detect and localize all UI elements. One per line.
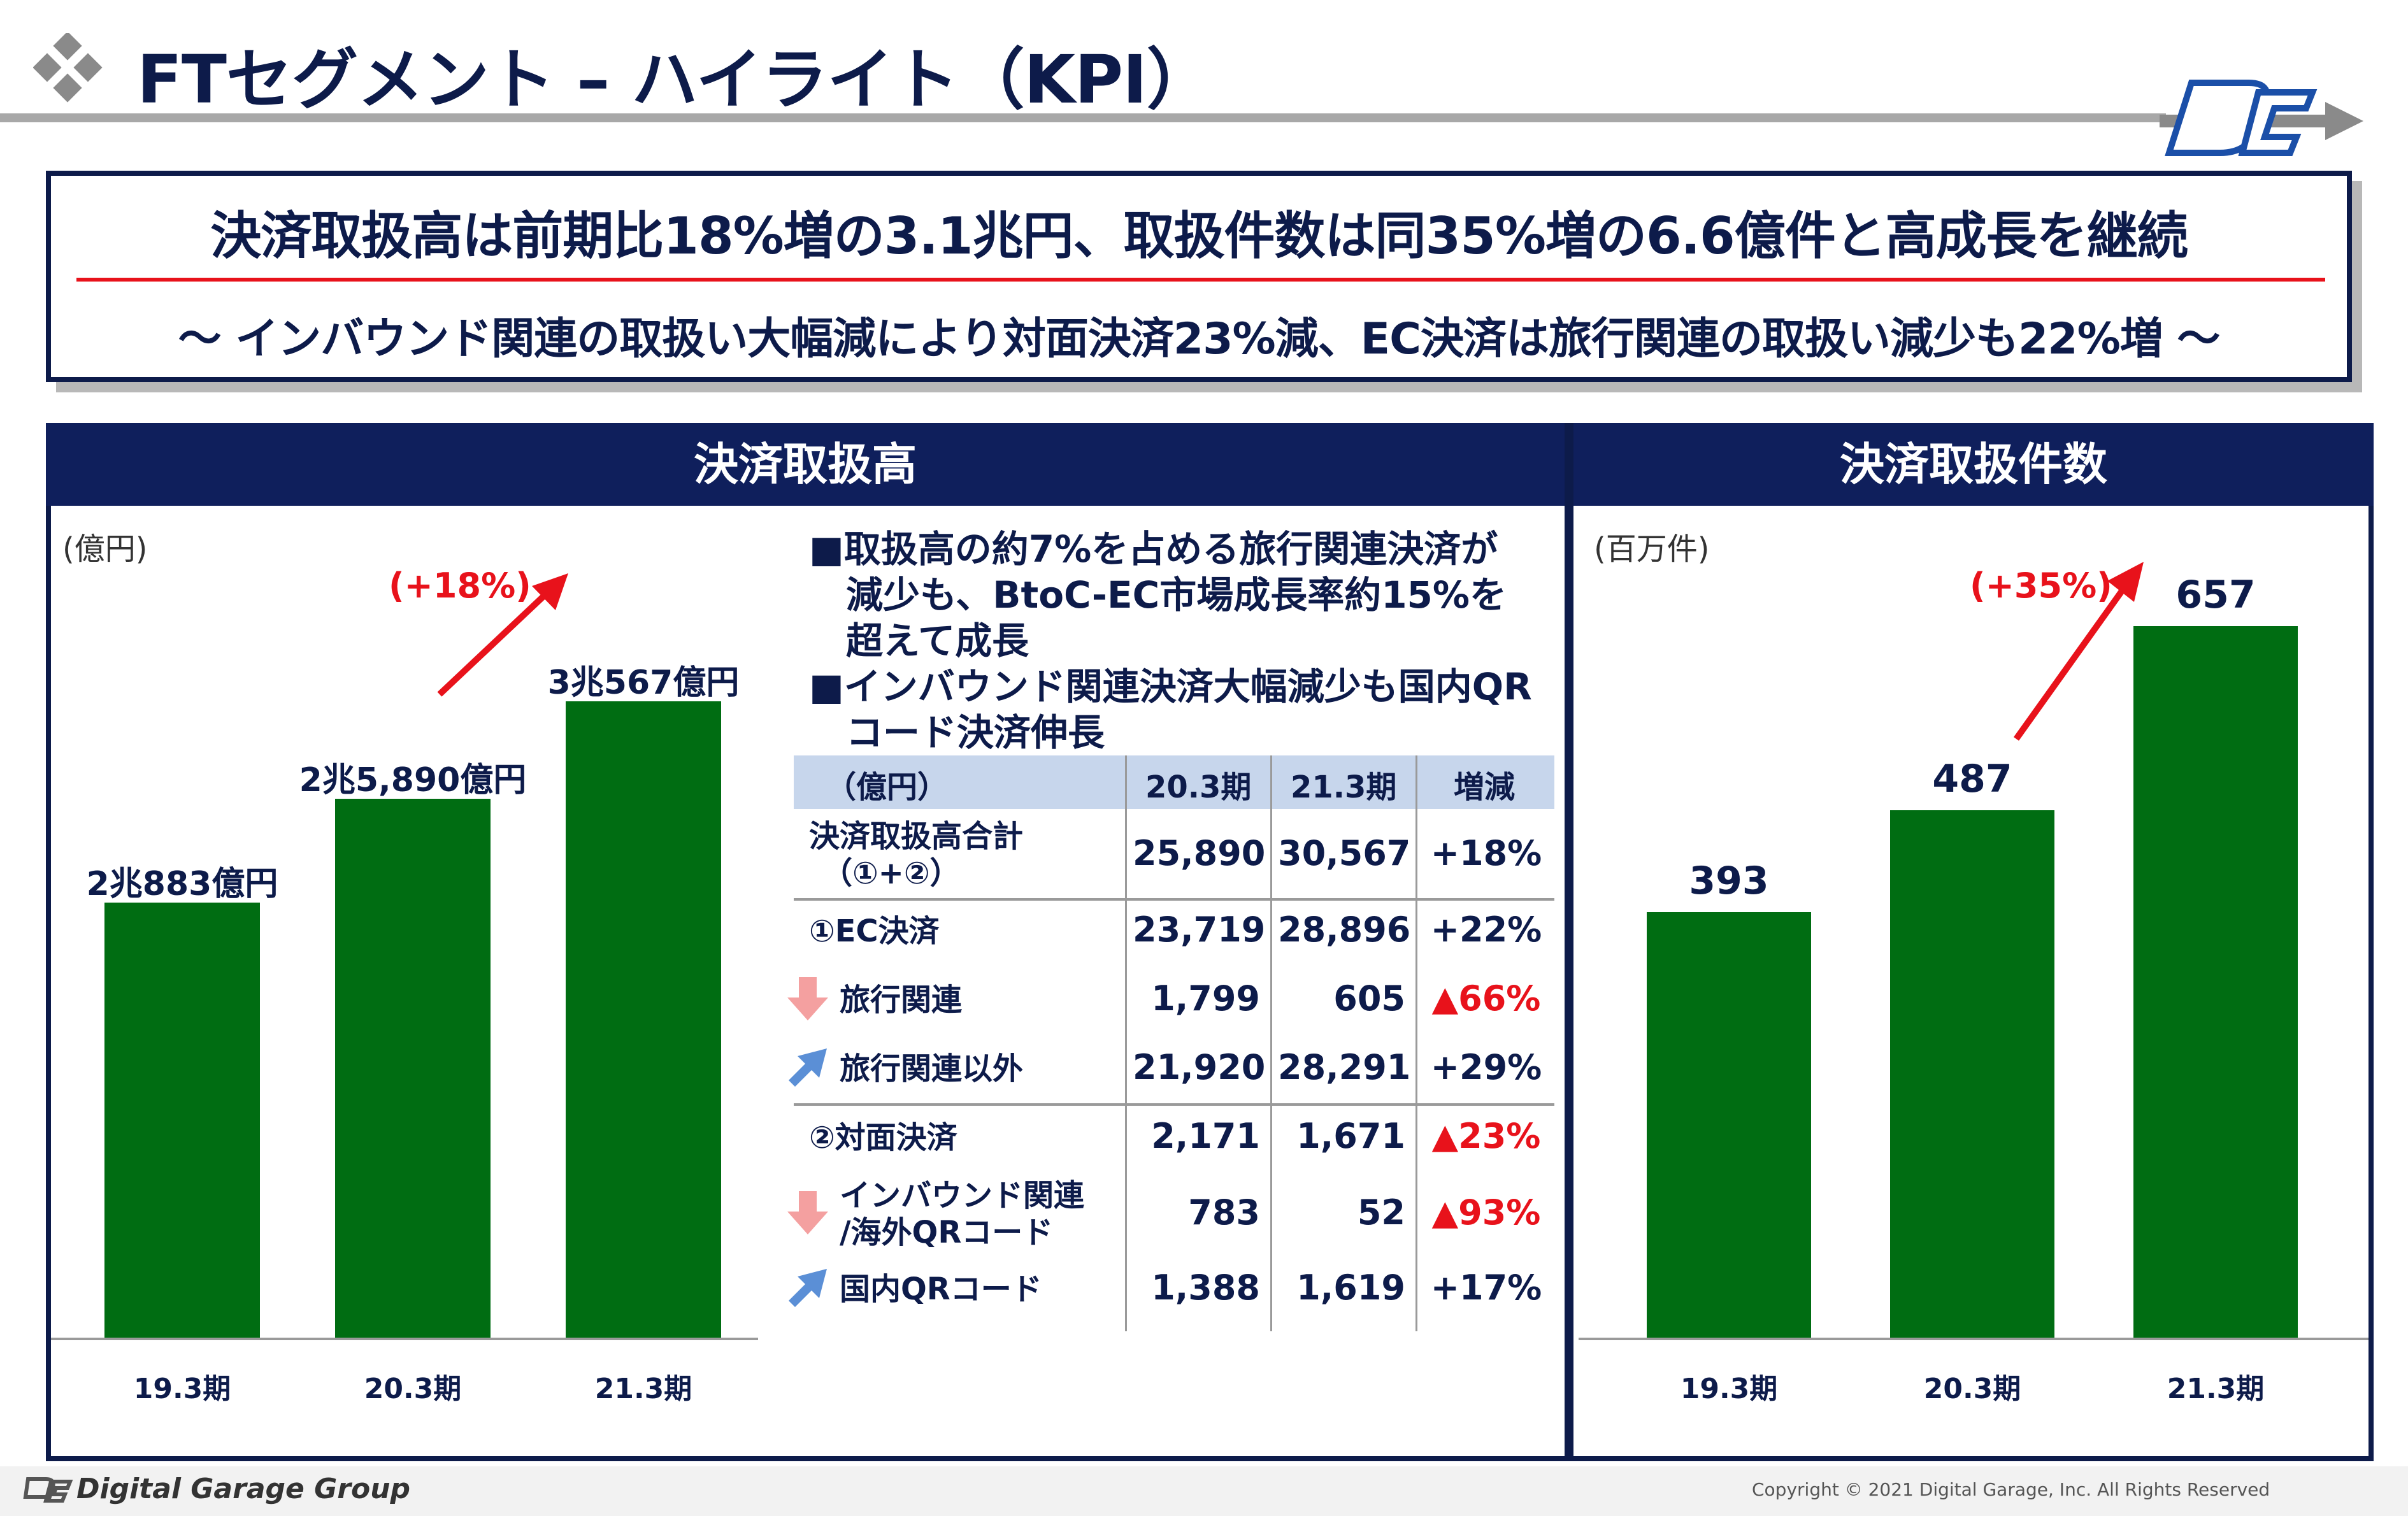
cell-fy21: 52	[1357, 1192, 1405, 1233]
note-line: 減少も、BtoC-EC市場成長率約15%を	[846, 573, 1507, 617]
title-rule	[0, 113, 2166, 122]
x-tick-label: 20.3期	[364, 1373, 462, 1405]
row-label-line: 旅行関連	[840, 982, 963, 1018]
bar-21.3期	[2133, 626, 2298, 1338]
table-row-label: 旅行関連以外	[840, 1050, 1023, 1087]
bar-20.3期	[335, 798, 491, 1338]
panel-title-transaction-value: 決済取扱高	[46, 423, 1565, 506]
growth-arrow-icon	[2013, 562, 2144, 741]
growth-arrow-icon	[437, 573, 568, 697]
x-tick-label: 19.3期	[133, 1373, 231, 1405]
bar-data-label: 393	[1689, 858, 1769, 903]
footer-brand: Digital Garage Group	[76, 1473, 411, 1505]
row-label-line: インバウンド関連	[840, 1178, 1085, 1213]
summary-subline: ～ インバウンド関連の取扱い大幅減により対面決済23%減、EC決済は旅行関連の取…	[178, 314, 2221, 364]
page-title: FTセグメント – ハイライト（KPI）	[137, 41, 1213, 118]
cell-fy21: 1,671	[1296, 1116, 1405, 1156]
note-line: ■インバウンド関連決済大幅減少も国内QR	[809, 665, 1532, 708]
row-label-line: 旅行関連以外	[840, 1051, 1024, 1087]
row-label-line: （①+②）	[822, 855, 961, 891]
footer-bar	[0, 1466, 2408, 1516]
cell-fy21: 28,291	[1278, 1047, 1411, 1087]
table-row-label: 決済取扱高合計 （①+②）	[809, 818, 1023, 892]
panel-title-transaction-count: 決済取扱件数	[1573, 423, 2374, 506]
table-header-change: 増減	[1454, 769, 1516, 805]
cell-fy20: 1,799	[1151, 978, 1260, 1019]
notes-block: ■取扱高の約7%を占める旅行関連決済が 減少も、BtoC-EC市場成長率約15%…	[809, 526, 1532, 755]
x-tick-label: 21.3期	[594, 1373, 692, 1405]
note-line: 超えて成長	[846, 619, 1029, 662]
bar-19.3期	[104, 903, 260, 1338]
growth-label-count: (+35%)	[1970, 566, 2112, 606]
note-line: ■取扱高の約7%を占める旅行関連決済が	[809, 527, 1498, 571]
cell-fy21: 28,896	[1278, 910, 1411, 950]
trend-down-arrow-icon	[787, 977, 828, 1020]
panel-divider	[1565, 423, 1573, 1461]
dg-small-logo-icon	[23, 1477, 73, 1503]
bar-data-label: 657	[2175, 573, 2256, 618]
table-row-label: ①EC決済	[809, 913, 940, 950]
copyright-text: Copyright © 2021 Digital Garage, Inc. Al…	[1752, 1479, 2270, 1500]
table-row-label: インバウンド関連/海外QRコード	[840, 1177, 1084, 1251]
row-label-line: ①EC決済	[809, 913, 940, 949]
table-header-fy20: 20.3期	[1145, 769, 1252, 805]
trend-down-arrow-icon	[787, 1191, 828, 1234]
row-label-line: 決済取扱高合計	[809, 819, 1024, 854]
row-label-line: 国内QRコード	[840, 1271, 1042, 1307]
table-row-label: ②対面決済	[809, 1119, 957, 1156]
x-tick-label: 20.3期	[1923, 1373, 2021, 1405]
row-label-line: ②対面決済	[809, 1120, 957, 1155]
trend-up-arrow-icon	[789, 1048, 827, 1087]
trend-up-arrow-icon	[789, 1269, 827, 1307]
bar-data-label: 2兆5,890億円	[299, 761, 527, 799]
red-divider	[76, 278, 2325, 282]
dg-logo-icon	[2160, 80, 2363, 156]
cell-fy20: 21,920	[1133, 1047, 1266, 1087]
summary-box: 決済取扱高は前期比18%増の3.1兆円、取扱件数は同35%増の6.6億件と高成長…	[46, 171, 2352, 382]
cell-fy20: 23,719	[1133, 910, 1266, 950]
table-row-label: 国内QRコード	[840, 1271, 1042, 1308]
table-col-divider	[1125, 755, 1127, 1331]
table-header-fy21: 21.3期	[1291, 769, 1397, 805]
cell-change: ▲93%	[1431, 1192, 1541, 1233]
bar-data-label: 487	[1932, 757, 2012, 802]
bar-20.3期	[1890, 810, 2054, 1338]
bar-data-label: 2兆883億円	[86, 865, 278, 904]
cell-fy20: 25,890	[1133, 833, 1266, 873]
cell-fy21: 1,619	[1296, 1268, 1405, 1308]
cell-change: +22%	[1430, 910, 1542, 950]
summary-headline: 決済取扱高は前期比18%増の3.1兆円、取扱件数は同35%増の6.6億件と高成長…	[210, 206, 2188, 266]
cell-change: +18%	[1430, 833, 1542, 873]
cell-change: +29%	[1430, 1047, 1542, 1087]
table-header-row	[794, 755, 1554, 809]
bar-data-label: 3兆567億円	[547, 663, 740, 702]
x-axis-line	[1579, 1338, 2369, 1340]
row-label-line: /海外QRコード	[840, 1215, 1054, 1250]
bar-21.3期	[566, 701, 721, 1338]
x-tick-label: 21.3期	[2167, 1373, 2265, 1405]
table-row-divider	[794, 898, 1554, 901]
cell-fy20: 2,171	[1151, 1116, 1260, 1156]
cell-change: ▲66%	[1431, 978, 1541, 1019]
cell-change: ▲23%	[1431, 1116, 1541, 1156]
table-row-divider	[794, 1103, 1554, 1106]
right-chart-unit: (百万件)	[1594, 531, 1710, 567]
table-col-divider	[1415, 755, 1417, 1331]
cell-fy21: 605	[1333, 978, 1405, 1019]
growth-label-value: (+18%)	[389, 566, 531, 606]
cell-fy21: 30,567	[1278, 833, 1411, 873]
table-col-divider	[1270, 755, 1272, 1331]
bar-19.3期	[1647, 912, 1811, 1338]
cell-change: +17%	[1430, 1268, 1542, 1308]
note-line: コード決済伸長	[846, 711, 1105, 754]
table-row-label: 旅行関連	[840, 982, 962, 1019]
cell-fy20: 1,388	[1151, 1268, 1260, 1308]
table-header-unit: （億円）	[826, 769, 949, 805]
x-tick-label: 19.3期	[1680, 1373, 1778, 1405]
left-chart-unit: (億円)	[62, 531, 148, 567]
cell-fy20: 783	[1188, 1192, 1260, 1233]
diamond-bullet-icon	[33, 33, 103, 103]
x-axis-line	[51, 1338, 758, 1340]
